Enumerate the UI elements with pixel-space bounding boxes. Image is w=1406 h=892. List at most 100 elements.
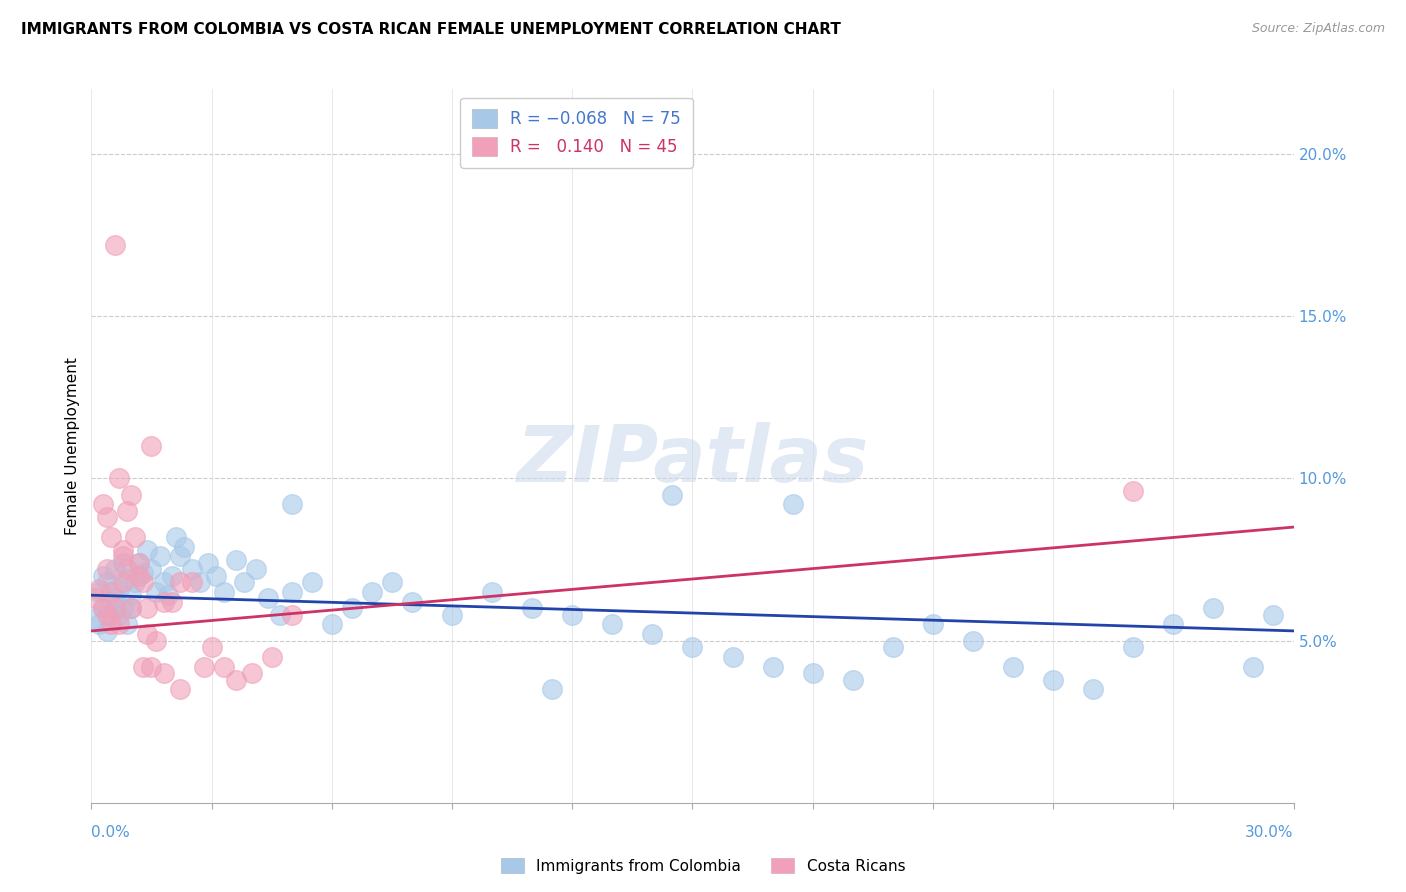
Point xyxy=(340,601,363,615)
Point xyxy=(269,607,291,622)
Point xyxy=(96,562,118,576)
Text: 30.0%: 30.0% xyxy=(1246,825,1294,840)
Point xyxy=(136,542,159,557)
Point xyxy=(440,607,463,622)
Point xyxy=(1083,682,1105,697)
Point xyxy=(100,530,122,544)
Point xyxy=(301,575,323,590)
Point xyxy=(93,601,115,615)
Point xyxy=(100,607,122,622)
Point xyxy=(121,488,143,502)
Point xyxy=(132,566,155,580)
Point xyxy=(84,591,107,606)
Point xyxy=(100,617,122,632)
Point xyxy=(561,607,583,622)
Point xyxy=(100,585,122,599)
Point xyxy=(141,659,163,673)
Point xyxy=(1263,607,1285,622)
Point xyxy=(260,649,283,664)
Point xyxy=(104,562,127,576)
Point xyxy=(89,617,111,632)
Point xyxy=(145,633,167,648)
Point xyxy=(173,540,195,554)
Text: Source: ZipAtlas.com: Source: ZipAtlas.com xyxy=(1251,22,1385,36)
Point xyxy=(1202,601,1225,615)
Point xyxy=(180,575,202,590)
Point xyxy=(108,607,131,622)
Point xyxy=(152,575,174,590)
Point xyxy=(541,682,564,697)
Point xyxy=(141,439,163,453)
Point xyxy=(281,585,304,599)
Point xyxy=(124,530,146,544)
Point xyxy=(922,617,945,632)
Point xyxy=(401,595,423,609)
Legend: Immigrants from Colombia, Costa Ricans: Immigrants from Colombia, Costa Ricans xyxy=(495,852,911,880)
Point xyxy=(841,673,863,687)
Point xyxy=(681,640,703,654)
Point xyxy=(121,588,143,602)
Point xyxy=(156,588,179,602)
Point xyxy=(240,666,263,681)
Text: ZIPatlas: ZIPatlas xyxy=(516,422,869,499)
Point xyxy=(481,585,503,599)
Point xyxy=(201,640,224,654)
Point xyxy=(232,575,254,590)
Point xyxy=(1163,617,1185,632)
Point xyxy=(1122,640,1144,654)
Point xyxy=(204,568,226,582)
Point xyxy=(132,659,155,673)
Point xyxy=(882,640,904,654)
Point xyxy=(256,591,278,606)
Point xyxy=(1001,659,1024,673)
Point xyxy=(321,617,343,632)
Point xyxy=(117,617,139,632)
Point xyxy=(121,601,143,615)
Point xyxy=(104,238,127,252)
Point xyxy=(93,497,115,511)
Point xyxy=(89,582,111,596)
Point xyxy=(152,595,174,609)
Point xyxy=(169,549,191,564)
Point xyxy=(108,471,131,485)
Point xyxy=(93,568,115,582)
Point xyxy=(145,585,167,599)
Point xyxy=(117,504,139,518)
Point xyxy=(381,575,404,590)
Point xyxy=(96,624,118,638)
Point xyxy=(124,575,146,590)
Text: 0.0%: 0.0% xyxy=(91,825,131,840)
Point xyxy=(148,549,170,564)
Point xyxy=(141,562,163,576)
Point xyxy=(180,562,202,576)
Point xyxy=(245,562,267,576)
Point xyxy=(112,556,135,570)
Point xyxy=(100,595,122,609)
Point xyxy=(117,562,139,576)
Point xyxy=(1042,673,1064,687)
Point xyxy=(84,611,107,625)
Point xyxy=(169,682,191,697)
Point xyxy=(801,666,824,681)
Point xyxy=(132,575,155,590)
Point xyxy=(160,568,183,582)
Point xyxy=(96,575,118,590)
Point xyxy=(160,595,183,609)
Point xyxy=(89,585,111,599)
Point xyxy=(360,585,382,599)
Point xyxy=(108,582,131,596)
Point xyxy=(117,572,139,586)
Point xyxy=(225,673,247,687)
Point xyxy=(212,659,235,673)
Point xyxy=(1243,659,1265,673)
Point xyxy=(93,601,115,615)
Point xyxy=(962,633,984,648)
Point xyxy=(197,556,219,570)
Point xyxy=(641,627,664,641)
Point xyxy=(602,617,624,632)
Point xyxy=(108,617,131,632)
Point xyxy=(281,607,304,622)
Point xyxy=(104,601,127,615)
Point xyxy=(522,601,544,615)
Point xyxy=(136,627,159,641)
